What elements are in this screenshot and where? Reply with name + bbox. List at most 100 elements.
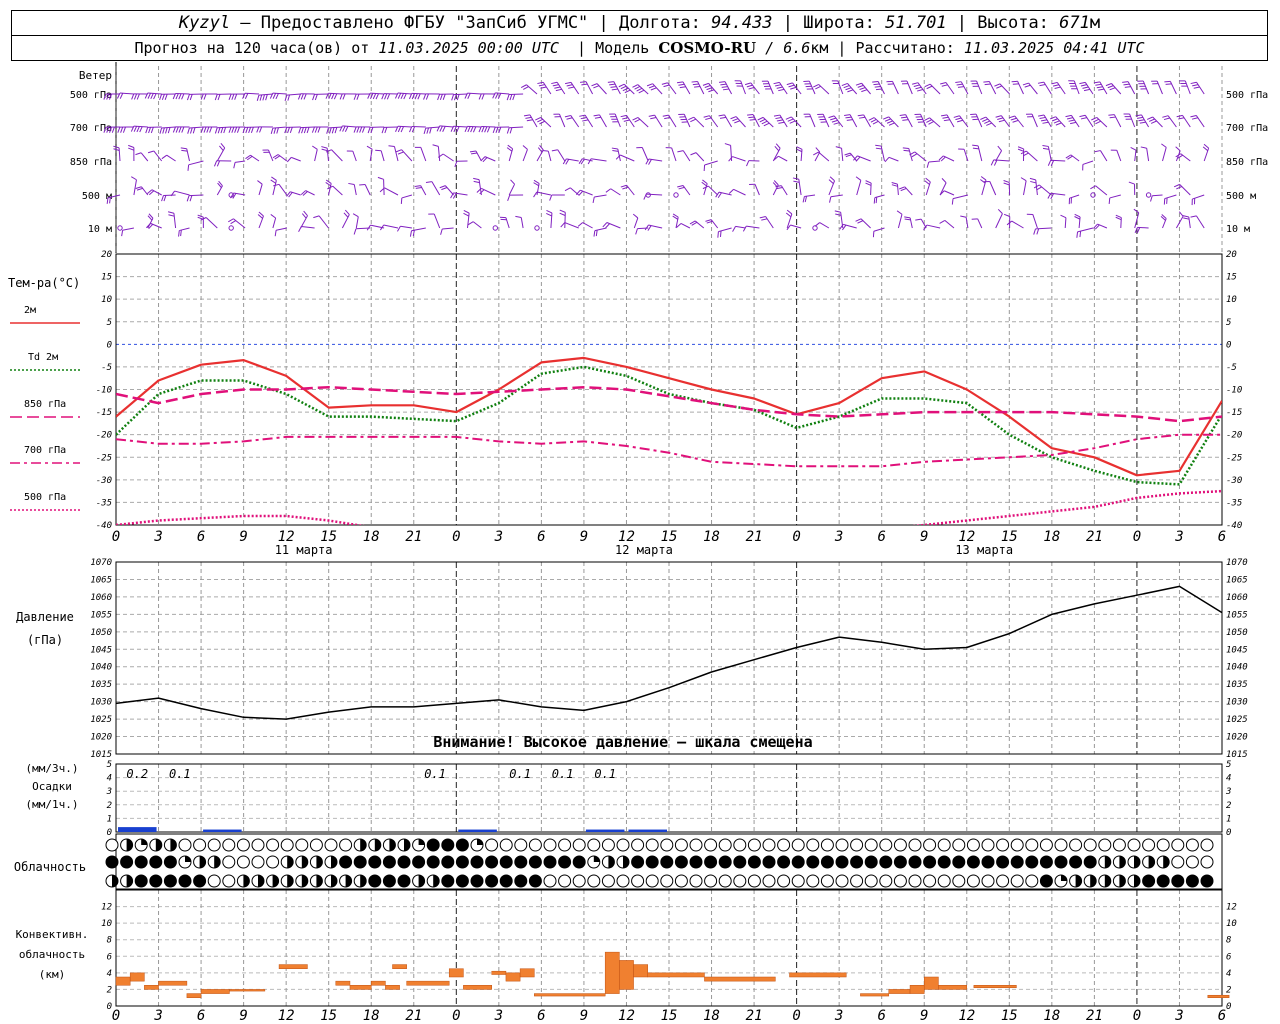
wind-barb-feather	[397, 126, 402, 133]
wind-barb-feather	[120, 126, 124, 133]
cloud-cover-symbol	[149, 874, 163, 888]
wind-barb-feather	[328, 93, 332, 100]
wind-barb-feather	[942, 116, 949, 119]
wind-barb-feather	[218, 180, 223, 187]
cloud-cover-symbol	[149, 855, 163, 869]
wind-barb	[522, 149, 528, 162]
temp-tick-right: -15	[1226, 408, 1242, 418]
wind-barb-feather	[217, 94, 221, 101]
wind-barb-feather	[1094, 224, 1100, 230]
cloud-cover-symbol	[674, 874, 688, 888]
wind-barb-feather	[559, 209, 566, 213]
wind-barb-feather	[720, 83, 727, 86]
wind-barb-feather	[706, 220, 713, 224]
wind-barb-feather	[272, 154, 279, 159]
wind-barb	[1028, 82, 1038, 95]
wind-barb-feather	[1140, 146, 1147, 149]
wind-barb-feather	[269, 92, 274, 99]
wind-barb	[1025, 150, 1038, 162]
wind-barb-feather	[297, 93, 302, 100]
wind-barb-feather	[439, 185, 446, 189]
conv-tick-left: 10	[101, 919, 112, 929]
wind-barb-feather	[482, 157, 488, 163]
temp-tick-right: -10	[1226, 386, 1242, 396]
precip-tick-right: 5	[1226, 760, 1231, 770]
wind-barb-feather	[1150, 120, 1157, 124]
cloud-quarter-fill	[593, 856, 600, 862]
wind-barb-feather	[1098, 88, 1105, 91]
wind-barb-feather	[331, 93, 335, 100]
wind-barb-feather	[289, 127, 293, 134]
wind-barb-feather	[200, 126, 204, 133]
wind-barb-feather	[473, 180, 480, 184]
wind-barb-feather	[301, 127, 304, 134]
wind-barb-feather	[538, 84, 545, 87]
wind-barb-feather	[943, 119, 950, 122]
wind-barb-feather	[470, 126, 474, 133]
wind-barb-feather	[486, 126, 491, 133]
precip-title-line: Осадки	[32, 780, 72, 793]
wind-barb	[995, 213, 1003, 229]
wind-barb-feather	[1003, 182, 1010, 186]
cloud-cover-symbol	[353, 855, 367, 869]
wind-barb-feather	[722, 88, 730, 91]
wind-barb-feather	[273, 183, 280, 187]
wind-barb-feather	[353, 93, 357, 100]
cloud-cover-symbol	[339, 855, 353, 869]
cloud-cover-symbol	[499, 855, 513, 869]
cloud-cover-symbol	[689, 838, 703, 852]
wind-barb-feather	[568, 86, 575, 89]
hour-tick-label: 21	[746, 529, 763, 545]
wind-barb	[906, 80, 913, 95]
hour-tick-label: 6	[197, 1008, 205, 1024]
wind-barb-feather	[623, 119, 630, 122]
cloud-cover-symbol	[382, 874, 396, 888]
wind-barb-feather	[551, 149, 558, 152]
precip-label: 0.2	[126, 767, 148, 781]
cloud-cover-symbol	[1054, 838, 1068, 852]
wind-barb-feather	[379, 224, 385, 231]
wind-barb-feather	[708, 89, 715, 93]
wind-barb	[1077, 227, 1094, 233]
hour-tick-label: 0	[112, 1008, 120, 1024]
wind-barb-feather	[273, 127, 277, 134]
wind-barb-feather	[437, 94, 441, 101]
cloud-cover-symbol	[178, 838, 192, 852]
wind-barb-feather	[397, 151, 404, 155]
wind-barb-feather	[1006, 220, 1013, 226]
wind-barb-feather	[664, 116, 671, 120]
wind-barb-feather	[865, 182, 872, 186]
wind-barb-feather	[955, 81, 962, 83]
hour-tick-label: 0	[1133, 529, 1141, 545]
wind-barb-feather	[111, 126, 115, 133]
wind-barb	[693, 116, 705, 128]
cloud-cover-symbol	[864, 874, 878, 888]
conv-cloud-bar	[938, 985, 968, 990]
cloud-cover-symbol	[1185, 874, 1199, 888]
wind-barb-feather	[1017, 146, 1024, 150]
wind-barb	[369, 149, 373, 162]
wind-barb-feather	[632, 84, 639, 88]
wind-barb-feather	[909, 151, 915, 156]
wind-barb-feather	[773, 155, 779, 161]
wind-barb	[594, 227, 607, 232]
wind-barb-feather	[356, 126, 360, 133]
wind-barb-feather	[321, 146, 328, 149]
wind-barb	[564, 212, 566, 229]
cloud-cover-symbol	[908, 874, 922, 888]
wind-barb-feather	[888, 122, 895, 126]
wind-barb-feather	[678, 186, 685, 190]
wind-barb-feather	[492, 127, 496, 134]
wind-barb-feather	[147, 150, 154, 154]
wind-barb-feather	[164, 93, 168, 100]
forecast-label: Прогноз на 120 часа(ов) от	[134, 39, 379, 57]
wind-barb	[277, 154, 288, 162]
wind-barb	[1001, 115, 1011, 128]
pressure-title: Давление	[16, 610, 74, 624]
wind-barb-feather	[847, 89, 854, 93]
wind-barb-feather	[672, 213, 679, 218]
hour-tick-label: 6	[877, 1008, 885, 1024]
temp-tick-left: -20	[96, 431, 112, 441]
wind-barb-feather	[456, 94, 460, 101]
wind-barb-feather	[1182, 215, 1189, 218]
